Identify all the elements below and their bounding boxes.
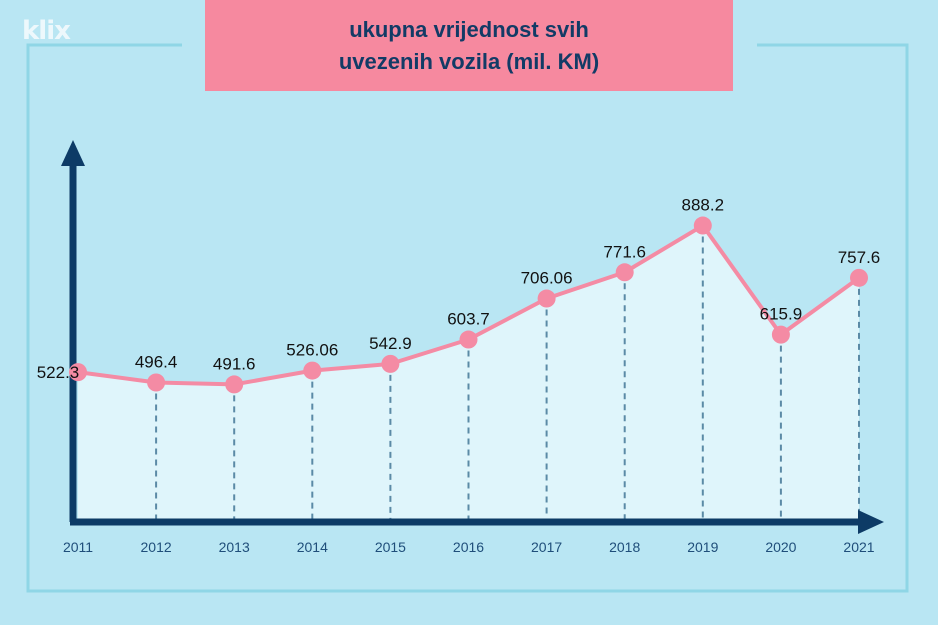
point-2017 <box>537 289 556 308</box>
point-2020 <box>771 325 790 344</box>
value-label-2021: 757.6 <box>838 248 881 267</box>
chart-title-line-1: ukupna vrijednost svih <box>349 16 589 42</box>
data-markers <box>69 216 868 394</box>
year-label-2011: 2011 <box>63 539 93 555</box>
point-2018 <box>615 263 634 282</box>
point-2014 <box>303 361 322 380</box>
chart-title-line-2: uvezenih vozila (mil. KM) <box>338 48 600 74</box>
drop-lines <box>155 225 860 522</box>
value-label-2015: 542.9 <box>369 334 412 353</box>
point-2011 <box>69 363 87 382</box>
value-label-2020: 615.9 <box>760 305 803 324</box>
chart-frame <box>26 43 909 593</box>
year-label-2020: 2020 <box>765 539 796 555</box>
value-label-2019: 888.2 <box>682 196 725 215</box>
data-labels: 522.3 496.4 491.6 526.06 542.9 603.7 706.06 771… <box>37 196 881 383</box>
year-label-2014: 2014 <box>297 539 328 555</box>
value-label-2014: 526.06 <box>286 341 338 360</box>
x-axis-arrow <box>858 510 884 534</box>
value-label-2017: 706.06 <box>521 269 573 288</box>
year-label-2015: 2015 <box>375 539 406 555</box>
point-2021 <box>850 268 868 287</box>
point-2016 <box>459 330 478 349</box>
klix-logo: klix <box>22 16 71 46</box>
year-label-2018: 2018 <box>609 539 640 555</box>
axes <box>61 140 884 534</box>
point-2013 <box>225 375 244 394</box>
year-label-2017: 2017 <box>531 539 562 555</box>
x-tick-labels: 2011 2012 2013 2014 2015 2016 2017 2018 2019 2020… <box>63 539 875 555</box>
value-label-2013: 491.6 <box>213 354 256 373</box>
year-label-2021: 2021 <box>843 539 874 555</box>
value-label-2018: 771.6 <box>603 242 646 261</box>
point-2012 <box>147 373 166 392</box>
point-2015 <box>381 354 400 373</box>
year-label-2016: 2016 <box>453 539 484 555</box>
y-axis-arrow <box>61 140 85 166</box>
value-label-2016: 603.7 <box>447 310 490 329</box>
year-label-2013: 2013 <box>219 539 250 555</box>
point-2019 <box>693 216 712 235</box>
value-label-2012: 496.4 <box>135 353 178 372</box>
year-label-2019: 2019 <box>687 539 718 555</box>
year-label-2012: 2012 <box>141 539 172 555</box>
value-label-2011: 522.3 <box>37 363 80 382</box>
chart-title-box: ukupna vrijednost svih uvezenih vozila (… <box>205 0 733 91</box>
